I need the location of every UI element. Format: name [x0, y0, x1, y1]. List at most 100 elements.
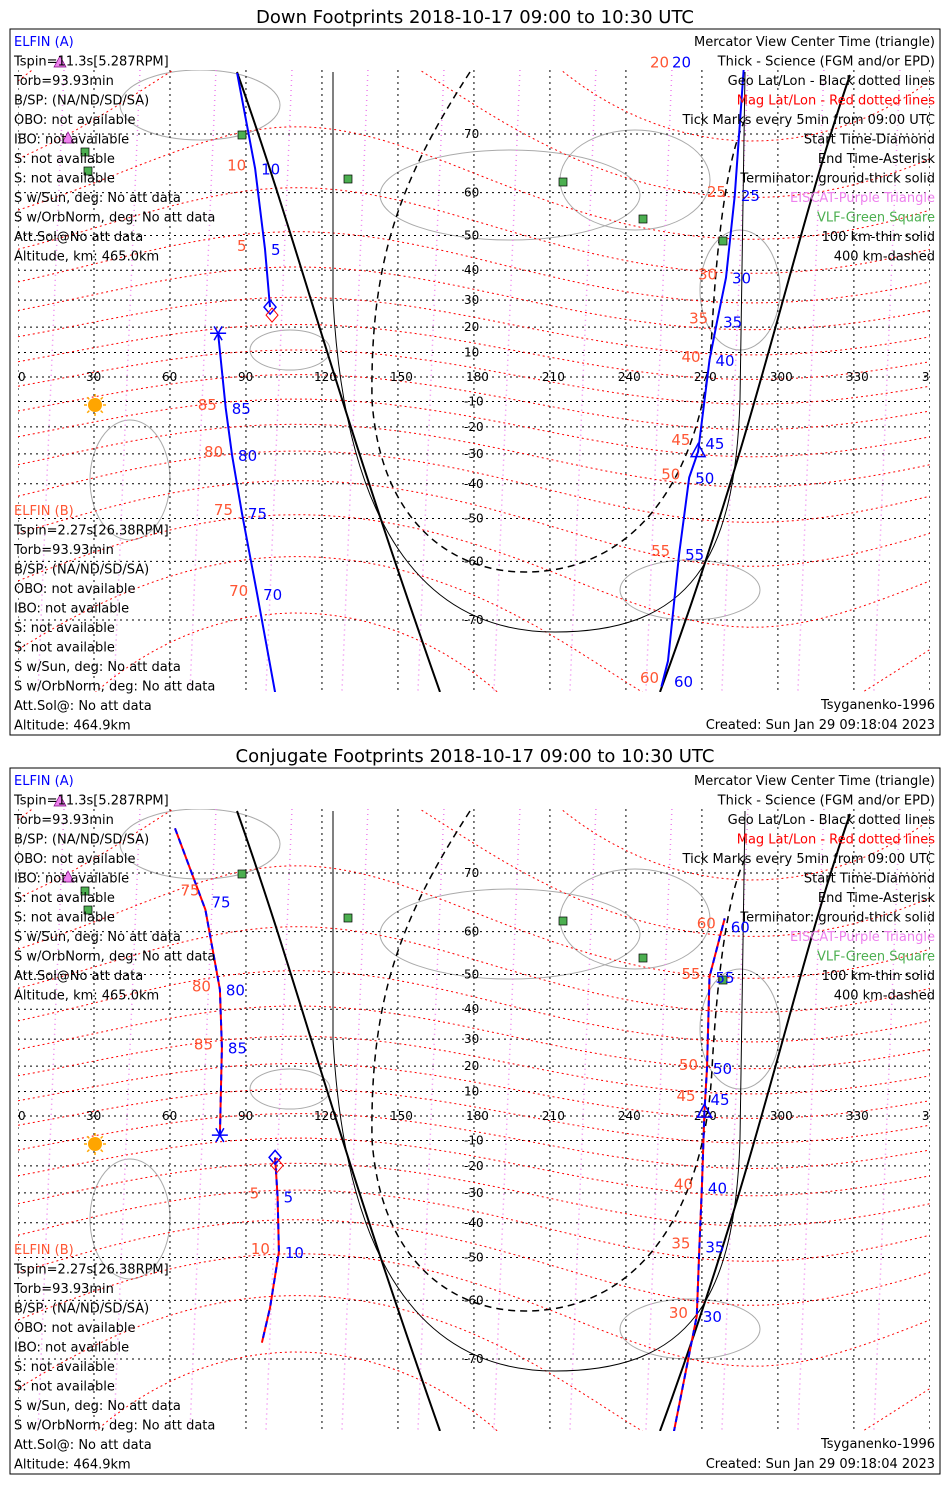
coastline [89, 419, 171, 541]
sun-ray [100, 1135, 104, 1139]
elfin-b-info: Att.Sol@: No att data [14, 1438, 152, 1453]
elfin-b-info: S: not available [14, 1360, 115, 1375]
mag-parallel [18, 1295, 930, 1431]
mag-parallel [18, 231, 930, 304]
mag-parallel [18, 70, 930, 198]
lon-tick-label: 120 [314, 1109, 337, 1123]
mag-meridian [417, 809, 445, 1431]
tick-label-blue: 5 [284, 1189, 294, 1207]
center-time-triangle-icon [696, 1102, 713, 1118]
lat-tick-label: 50 [464, 968, 479, 982]
legend-entry: Tick Marks every 5min from 09:00 UTC [682, 852, 935, 867]
elfin-b-info: S w/OrbNorm, deg: No att data [14, 680, 215, 695]
vlf-station-square [83, 905, 93, 915]
elfin-a-info: IBO: not available [14, 133, 129, 148]
tick-label-red: 35 [671, 1234, 690, 1252]
mag-meridian [493, 70, 521, 692]
mag-parallel [18, 423, 930, 488]
elfin-a-info: S w/OrbNorm, deg: No att data [14, 211, 215, 226]
lat-tick-label: -10 [464, 1134, 484, 1148]
legend-entry: 100 km-thin solid [822, 969, 935, 984]
elfin-a-info: Tspin=11.3s[5.287RPM] [13, 55, 169, 70]
lat-tick-label: -40 [464, 477, 484, 491]
vlf-station-square [558, 177, 568, 187]
elfin-b-info: Torb=93.93min [13, 543, 114, 558]
mag-meridian [645, 70, 673, 692]
tick-label-blue: 55 [716, 969, 735, 987]
legend-entry: Mercator View Center Time (triangle) [694, 774, 935, 789]
elfin-a-info: S: not available [14, 152, 115, 167]
elfin-b-info: S w/Sun, deg: No att data [14, 1399, 181, 1414]
vlf-station-square [83, 166, 93, 176]
lon-tick-label: 90 [238, 370, 253, 384]
tick-label-red: 85 [194, 1035, 213, 1053]
elfin-b-info: S: not available [14, 641, 115, 656]
mag-meridian [645, 809, 673, 1431]
tick-label-blue: 80 [226, 981, 245, 999]
tick-label-blue: 50 [695, 470, 714, 488]
lon-tick-label: 360 [922, 370, 945, 384]
elfin-b-info: S: not available [14, 1380, 115, 1395]
elfin-a-info: S: not available [14, 911, 115, 926]
vlf-station-square [343, 174, 353, 184]
mag-meridian [569, 70, 597, 692]
tick-label-red: 40 [674, 1175, 693, 1193]
elfin-a-info: Att.Sol@No att data [14, 969, 143, 984]
mag-parallel [18, 1062, 930, 1119]
coastline [249, 1068, 331, 1110]
lon-tick-label: 270 [694, 370, 717, 384]
mag-parallel [18, 1253, 930, 1367]
tick-label-blue: 35 [723, 313, 742, 331]
vlf-station-square [718, 975, 728, 985]
mag-parallel [18, 514, 930, 628]
lat-tick-label: -40 [464, 1216, 484, 1230]
vlf-station-square [558, 916, 568, 926]
mag-parallel [18, 1088, 930, 1144]
lat-tick-label: -30 [464, 447, 484, 461]
vlf-station-square [80, 147, 90, 157]
tick-label-blue: 45 [705, 435, 724, 453]
panel-frame [9, 28, 941, 736]
terminator-100km [332, 71, 746, 633]
lat-tick-label: 20 [464, 1059, 479, 1073]
panel-title: Conjugate Footprints 2018-10-17 09:00 to… [236, 746, 715, 767]
sun-ray [100, 410, 104, 414]
tick-label-red: 30 [698, 266, 717, 284]
mag-parallel [95, 1351, 499, 1431]
mag-meridian [341, 70, 369, 692]
tick-label-blue: 50 [713, 1060, 732, 1078]
vlf-station-square [80, 886, 90, 896]
terminator-ground [659, 74, 851, 692]
elfin-b-info: IBO: not available [14, 1341, 129, 1356]
coastline [119, 809, 281, 880]
legend-entry: Mercator View Center Time (triangle) [694, 35, 935, 50]
panel-conjugate: Conjugate Footprints 2018-10-17 09:00 to… [9, 746, 941, 1475]
legend-entry: VLF-Green Square [817, 950, 935, 965]
vlf-station-square [638, 953, 648, 963]
tick-label-red: 50 [661, 466, 680, 484]
panel-frame [9, 767, 941, 1475]
tick-label-blue: 70 [263, 586, 282, 604]
tick-label-red: 85 [198, 396, 217, 414]
tick-label-blue: 60 [731, 919, 750, 937]
elfin-a-info: Torb=93.93min [13, 813, 114, 828]
terminator-ground [659, 813, 851, 1431]
lat-tick-label: -10 [464, 395, 484, 409]
terminator-100km [332, 810, 746, 1372]
legend-entry: Mag Lat/Lon - Red dotted lines [737, 94, 935, 109]
tick-label-red: 60 [697, 915, 716, 933]
lon-tick-label: 120 [314, 370, 337, 384]
terminator-400km [371, 71, 746, 573]
legend-entry: EISCAT-Purple Triangle [790, 191, 935, 206]
terminator-ground [236, 810, 441, 1431]
mag-parallel [18, 1035, 930, 1095]
track-line [236, 72, 271, 308]
mag-meridian [265, 809, 293, 1431]
legend-entry: Thick - Science (FGM and/or EPD) [717, 794, 935, 809]
start-diamond-icon [270, 1157, 284, 1174]
sun-icon [88, 398, 102, 412]
tick-label-blue: 35 [705, 1238, 724, 1256]
lat-tick-label: -50 [464, 1250, 484, 1264]
mag-meridian [341, 809, 369, 1431]
